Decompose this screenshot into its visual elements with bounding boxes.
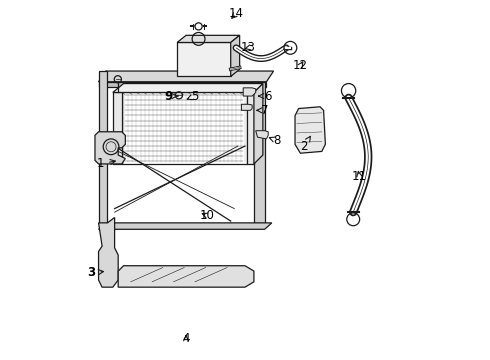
Text: 14: 14 (228, 8, 244, 21)
Polygon shape (254, 82, 265, 223)
Polygon shape (98, 217, 118, 287)
Bar (122, 93, 247, 164)
Polygon shape (254, 84, 263, 164)
Text: 6: 6 (259, 90, 272, 103)
Polygon shape (242, 104, 252, 111)
Polygon shape (98, 71, 107, 223)
Text: 9: 9 (164, 90, 178, 103)
Text: 7: 7 (257, 104, 269, 117)
Text: 8: 8 (270, 134, 281, 147)
Polygon shape (256, 131, 268, 139)
Polygon shape (243, 88, 256, 96)
Text: 10: 10 (200, 209, 215, 222)
Text: 2: 2 (300, 136, 311, 153)
Polygon shape (98, 82, 267, 87)
Polygon shape (177, 35, 240, 42)
Polygon shape (98, 71, 273, 82)
Text: 5: 5 (187, 90, 198, 103)
Text: 1: 1 (97, 157, 115, 170)
Bar (177, 42, 231, 76)
Polygon shape (247, 93, 254, 164)
Text: 13: 13 (241, 41, 256, 54)
Polygon shape (118, 266, 254, 287)
Polygon shape (98, 223, 272, 229)
Polygon shape (113, 84, 263, 93)
Polygon shape (95, 132, 125, 164)
Text: 3: 3 (87, 266, 103, 279)
Polygon shape (295, 107, 325, 153)
Text: 4: 4 (182, 333, 190, 346)
Polygon shape (113, 93, 122, 164)
Text: 12: 12 (293, 59, 308, 72)
Circle shape (195, 23, 202, 30)
Polygon shape (231, 35, 240, 76)
Text: 11: 11 (352, 170, 367, 183)
